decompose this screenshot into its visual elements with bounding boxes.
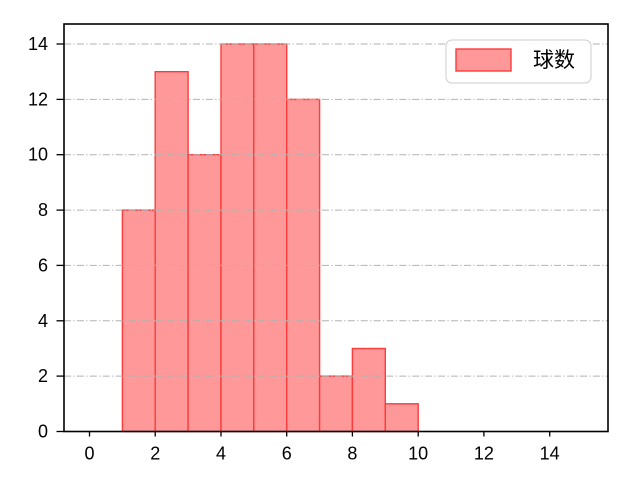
svg-text:0: 0 (84, 443, 94, 463)
svg-text:14: 14 (28, 34, 48, 54)
svg-text:2: 2 (38, 366, 48, 386)
svg-text:6: 6 (282, 443, 292, 463)
svg-text:14: 14 (540, 443, 560, 463)
svg-text:0: 0 (38, 422, 48, 442)
svg-text:12: 12 (28, 89, 48, 109)
svg-text:10: 10 (408, 443, 428, 463)
svg-text:4: 4 (38, 311, 48, 331)
svg-text:6: 6 (38, 255, 48, 275)
svg-text:10: 10 (28, 145, 48, 165)
svg-text:8: 8 (347, 443, 357, 463)
svg-text:8: 8 (38, 200, 48, 220)
svg-text:2: 2 (150, 443, 160, 463)
svg-text:球数: 球数 (533, 49, 575, 72)
svg-text:4: 4 (216, 443, 226, 463)
svg-text:12: 12 (474, 443, 494, 463)
